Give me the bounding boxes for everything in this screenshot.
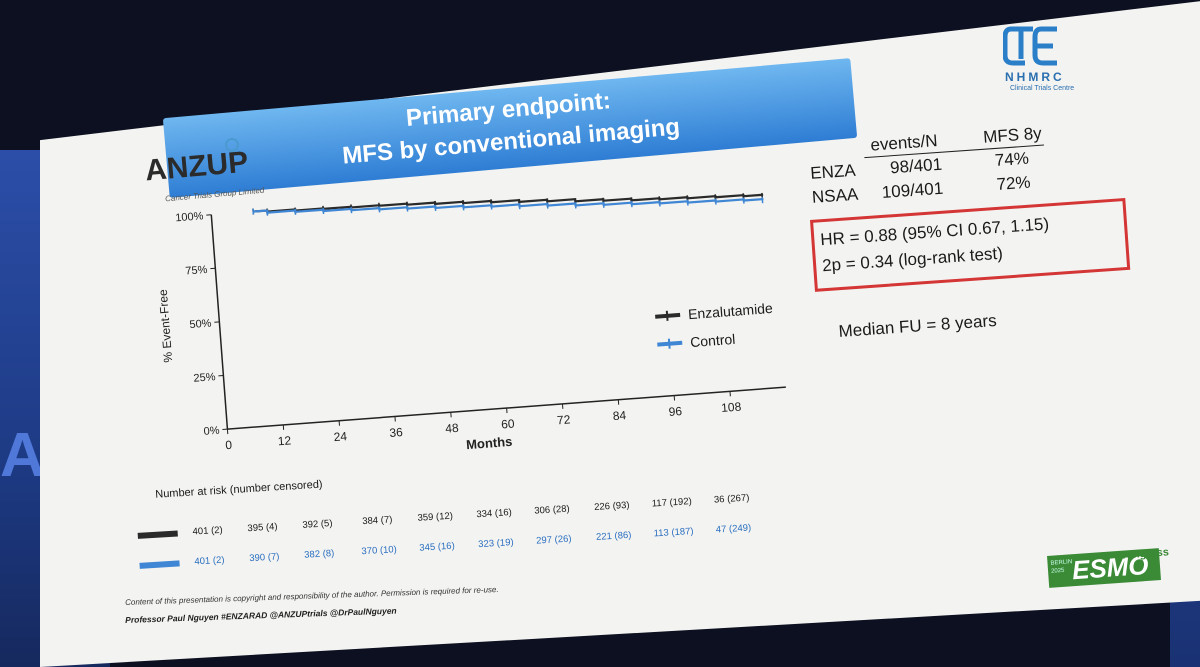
x-axis-title: Months bbox=[466, 434, 513, 452]
hazard-ratio-text: HR = 0.88 (95% CI 0.67, 1.15) bbox=[819, 214, 1050, 250]
anzup-logo-mark-icon bbox=[225, 138, 239, 152]
y-tick-label: 50% bbox=[189, 317, 212, 331]
risk-row-swatch bbox=[139, 560, 180, 569]
risk-table-cell: 226 (93) bbox=[593, 499, 630, 513]
nhmrc-logo-icon bbox=[1002, 25, 1059, 67]
x-tick-label: 24 bbox=[333, 429, 348, 444]
y-tick-label: 25% bbox=[193, 371, 216, 385]
risk-table-cell: 297 (26) bbox=[535, 533, 572, 547]
risk-row-swatch bbox=[137, 530, 178, 539]
x-tick-label: 96 bbox=[668, 404, 683, 419]
risk-table-cell: 395 (4) bbox=[247, 521, 278, 535]
risk-table-cell: 390 (7) bbox=[249, 551, 280, 565]
p-value-text: 2p = 0.34 (log-rank test) bbox=[821, 243, 1004, 276]
y-tick-label: 100% bbox=[175, 210, 204, 224]
risk-table-cell: 401 (2) bbox=[194, 554, 225, 568]
esmo-city-text: BERLIN 2025 bbox=[1050, 559, 1073, 575]
x-tick-label: 84 bbox=[612, 408, 627, 423]
risk-table-cell: 370 (10) bbox=[361, 544, 398, 558]
risk-table-cell: 334 (16) bbox=[476, 507, 513, 521]
x-tick-label: 48 bbox=[445, 421, 460, 436]
stats-row-arm: NSAA bbox=[811, 184, 859, 207]
legend-label: Enzalutamide bbox=[688, 300, 774, 322]
x-tick-label: 0 bbox=[225, 438, 233, 452]
stats-row-mfs: 74% bbox=[994, 148, 1030, 170]
legend-label: Control bbox=[690, 331, 736, 350]
risk-table-cell: 323 (19) bbox=[477, 536, 514, 551]
x-tick-label: 36 bbox=[389, 425, 404, 440]
stats-row-events: 98/401 bbox=[889, 154, 943, 178]
x-tick-label: 12 bbox=[277, 433, 292, 448]
y-tick-label: 0% bbox=[203, 425, 220, 438]
risk-table-cell: 113 (187) bbox=[653, 525, 694, 540]
risk-table-cell: 359 (12) bbox=[417, 510, 454, 524]
stats-row-arm: ENZA bbox=[809, 160, 857, 183]
x-tick-label: 108 bbox=[721, 400, 742, 415]
legend-censor-mark bbox=[665, 310, 669, 321]
stats-row-mfs: 72% bbox=[995, 172, 1032, 194]
risk-table-cell: 392 (5) bbox=[302, 518, 333, 531]
stats-row-events: 109/401 bbox=[881, 178, 944, 202]
risk-table-cell: 47 (249) bbox=[715, 522, 752, 536]
km-chart: 0% 25% 50% 75% 100% 0 12 24 36 48 60 72 84 96 108 Month… bbox=[140, 151, 809, 479]
km-chart-svg: 0% 25% 50% 75% 100% 0 12 24 36 48 60 72 84 96 108 Month… bbox=[156, 192, 786, 452]
y-axis-title: % Event-Free bbox=[156, 289, 175, 364]
risk-table-cell: 401 (2) bbox=[192, 524, 224, 538]
nhmrc-logo-subtitle: Clinical Trials Centre bbox=[1010, 85, 1075, 92]
risk-table-cell: 306 (28) bbox=[534, 503, 571, 517]
x-tick-label: 72 bbox=[556, 412, 571, 427]
stats-header-mfs: MFS 8y bbox=[982, 123, 1043, 147]
y-tick-label: 75% bbox=[185, 264, 208, 278]
risk-table-cell: 221 (86) bbox=[595, 529, 632, 543]
risk-table-cell: 345 (16) bbox=[419, 540, 456, 554]
legend-censor-mark bbox=[667, 338, 671, 349]
risk-table-cell: 117 (192) bbox=[651, 496, 693, 510]
nhmrc-logo-text: NHMRC bbox=[1005, 70, 1065, 84]
risk-table-cell: 384 (7) bbox=[361, 514, 393, 528]
risk-table-cell: 36 (267) bbox=[713, 492, 750, 506]
x-tick-label: 60 bbox=[501, 417, 516, 432]
risk-table-cell: 382 (8) bbox=[303, 547, 335, 561]
